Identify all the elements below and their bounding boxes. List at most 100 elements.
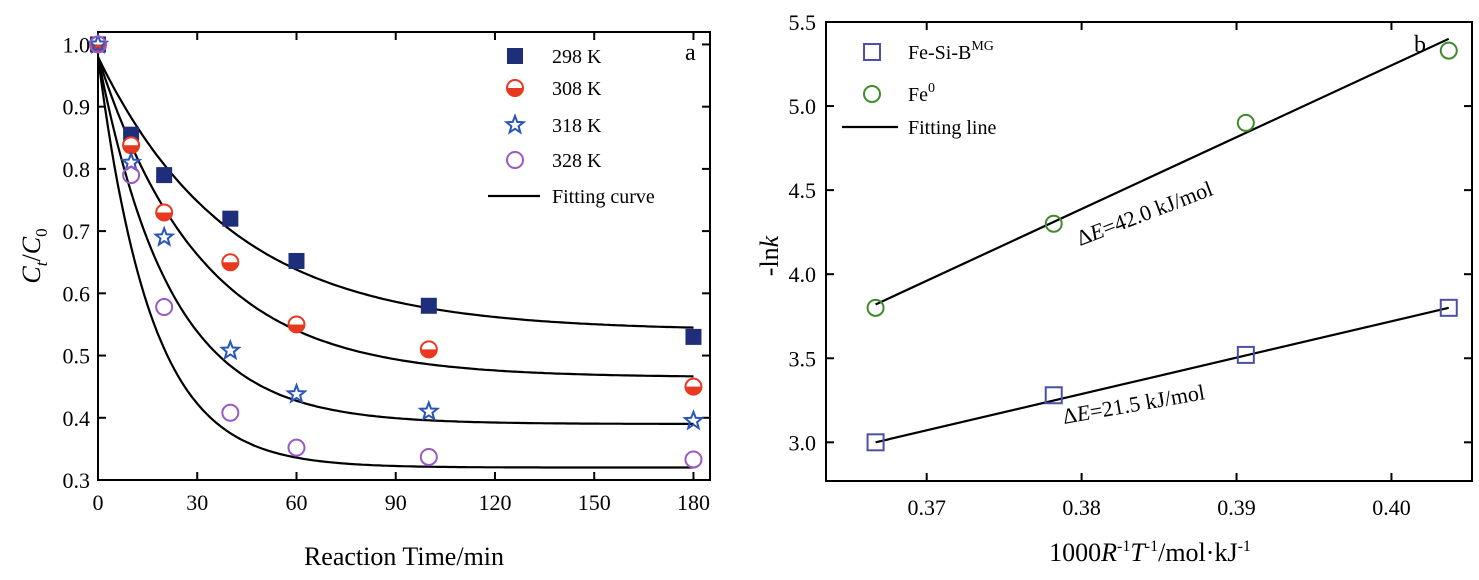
- data-point-1-6-fill: [685, 386, 702, 395]
- panel-b-x-axis-title: 1000R-1T-1/mol·kJ-1: [1049, 538, 1251, 567]
- panel-b-x-tick-label: 0.39: [1217, 495, 1256, 520]
- data-point-3-6-shape: [684, 450, 703, 469]
- data-point-3-0-shape: [89, 35, 107, 54]
- data-point-3-3: [221, 403, 240, 422]
- panel-a-y-tick-label: 0.7: [63, 219, 91, 244]
- x-title-r: R: [1100, 538, 1117, 567]
- panel-a-y-tick-label: 0.5: [63, 344, 91, 369]
- panel-a-letter: a: [685, 40, 696, 66]
- data-point-0-6: [685, 328, 702, 345]
- y-title-c: C: [17, 266, 46, 284]
- b-data-point-1-2: [1236, 113, 1255, 132]
- data-point-3-2: [155, 298, 174, 317]
- data-point-2-4: [285, 382, 308, 404]
- b-data-point-0-2: [1236, 345, 1255, 364]
- panel-a-x-tick-label: 30: [186, 490, 208, 515]
- b-legend-marker-1-shape: [863, 85, 881, 103]
- data-point-1-5-fill: [420, 349, 437, 358]
- legend-label-1: 308 K: [552, 78, 602, 100]
- legend-marker-2: [503, 113, 527, 135]
- panel-a-y-tick-label: 0.8: [63, 157, 91, 182]
- x-title-unit: /mol·kJ: [1158, 538, 1237, 567]
- data-point-1-4: [287, 315, 306, 334]
- b-legend-label-0: Fe-Si-BMG: [908, 39, 994, 64]
- data-point-0-2-shape: [156, 167, 173, 184]
- data-point-3-2-shape: [155, 298, 174, 317]
- b-data-point-1-0-shape: [866, 298, 885, 317]
- b-legend-marker-0-shape: [863, 43, 881, 61]
- b-legend-marker-0: [863, 43, 881, 61]
- panel-a-x-tick-label: 120: [478, 490, 511, 515]
- panel-b-y-axis-title: -lnk: [755, 235, 784, 276]
- data-point-1-2-fill: [156, 212, 173, 221]
- fit-curve-2: [96, 56, 694, 425]
- legend-marker-2-shape: [503, 113, 527, 135]
- b-data-point-0-0: [866, 433, 885, 452]
- panel-b-letter: b: [1414, 32, 1426, 58]
- x-title-unit-sup: -1: [1238, 538, 1251, 555]
- b-data-point-0-1: [1044, 386, 1063, 405]
- data-point-1-1-fill: [123, 145, 140, 154]
- b-data-point-0-3-shape: [1439, 298, 1458, 317]
- b-data-point-1-0: [866, 298, 885, 317]
- legend-label-3: 328 K: [552, 150, 602, 172]
- data-point-0-6-shape: [685, 328, 702, 345]
- data-point-3-5: [419, 447, 438, 466]
- panel-a-y-tick-label: 0.4: [63, 406, 91, 431]
- data-point-2-6: [682, 409, 705, 431]
- fit-line-0: [875, 306, 1450, 444]
- panel-a-legend: 298 K 308 K 318 K 328 K Fitting curve: [488, 46, 655, 208]
- data-point-0-3: [222, 210, 239, 227]
- legend-marker-0-shape: [507, 48, 523, 64]
- data-point-0-3-shape: [222, 210, 239, 227]
- data-point-1-6: [684, 377, 703, 396]
- legend-label-2: 318 K: [552, 115, 602, 137]
- b-legend-marker-1: [863, 85, 881, 103]
- data-point-0-4: [288, 252, 305, 269]
- data-point-1-1: [122, 136, 141, 155]
- x-title-t-sup: -1: [1145, 538, 1158, 555]
- y-title-0-sub: 0: [32, 228, 51, 237]
- x-title-r-sup: -1: [1117, 538, 1130, 555]
- data-point-2-5: [417, 399, 441, 422]
- y-title-k: k: [755, 235, 784, 247]
- b-data-point-1-1-shape: [1044, 214, 1063, 233]
- panel-b-y-tick-label: 3.0: [789, 430, 817, 455]
- b-legend-label-1: Fe0: [908, 81, 935, 106]
- data-point-3-1-shape: [122, 166, 141, 185]
- b-data-point-0-2-shape: [1236, 345, 1255, 364]
- data-point-3-4-shape: [287, 438, 306, 457]
- panel-a-x-tick-label: 150: [578, 490, 611, 515]
- legend-marker-0: [507, 48, 523, 64]
- y-title-ln: -ln: [755, 247, 784, 276]
- legend-marker-1-fill: [507, 88, 523, 96]
- panel-a-frame: [97, 31, 711, 481]
- data-point-2-3-shape: [219, 338, 242, 361]
- data-point-1-3-fill: [222, 262, 239, 271]
- annotation-fe0-energy: ΔE=42.0 kJ/mol: [1073, 176, 1216, 251]
- data-point-2-2-shape: [152, 225, 176, 247]
- panel-a-x-tick-label: 0: [93, 490, 104, 515]
- data-point-2-4-shape: [285, 382, 308, 404]
- b-data-point-1-2-shape: [1236, 113, 1255, 132]
- data-point-2-6-shape: [682, 409, 705, 431]
- b-data-point-1-3-shape: [1439, 41, 1458, 60]
- legend-marker-1: [506, 79, 524, 97]
- panel-b-x-tick-label: 0.40: [1372, 495, 1411, 520]
- annotation-fesib-energy: ΔE=21.5 kJ/mol: [1061, 379, 1207, 429]
- panel-b-x-tick-label: 0.37: [907, 495, 946, 520]
- panel-a-x-tick-label: 180: [677, 490, 710, 515]
- y-title-c0: C: [17, 236, 46, 254]
- data-point-2-3: [219, 338, 242, 361]
- fit-curve-0: [97, 56, 694, 329]
- b-data-point-0-0-shape: [866, 433, 885, 452]
- b-legend-fit-label: Fitting line: [908, 117, 996, 139]
- fit-line-1: [875, 37, 1450, 306]
- data-point-2-5-shape: [417, 399, 441, 422]
- panel-b-legend: Fe-Si-BMG Fe0 Fitting line: [842, 39, 996, 139]
- y-title-slash: /: [17, 254, 46, 262]
- data-point-1-2: [155, 203, 174, 222]
- data-point-3-3-shape: [221, 403, 240, 422]
- data-point-1-4-fill: [288, 324, 305, 333]
- b-data-point-1-3: [1439, 41, 1458, 60]
